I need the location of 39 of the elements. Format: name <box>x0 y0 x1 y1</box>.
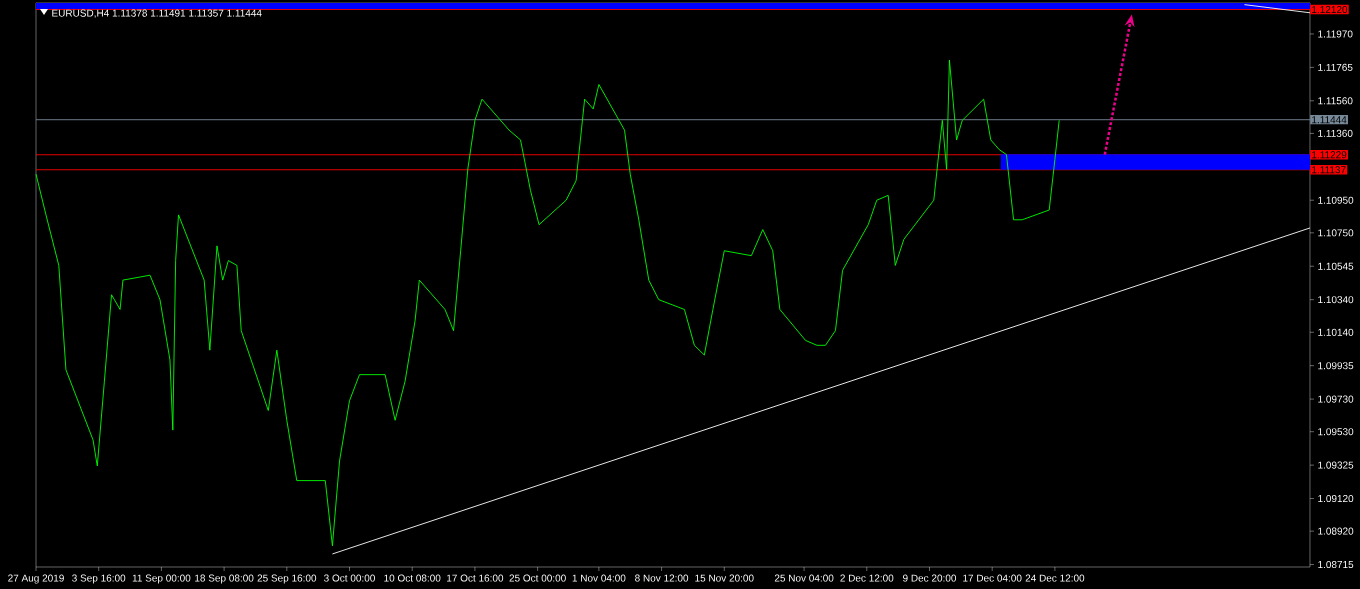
ref-line-label: 1.11229 <box>1312 151 1347 159</box>
y-tick-label: 1.11765 <box>1318 63 1353 71</box>
x-tick-label: 15 Nov 20:00 <box>695 574 754 582</box>
x-tick-label: 9 Dec 20:00 <box>903 574 957 582</box>
x-tick-label: 8 Nov 12:00 <box>635 574 689 582</box>
ref-line-label: 1.11444 <box>1312 116 1347 124</box>
x-tick-label: 17 Oct 16:00 <box>447 574 504 582</box>
x-tick-label: 24 Dec 12:00 <box>1025 574 1085 582</box>
x-tick-label: 10 Oct 08:00 <box>384 574 441 582</box>
y-tick-label: 1.08920 <box>1318 527 1354 535</box>
y-tick-label: 1.09530 <box>1318 428 1354 436</box>
y-tick-label: 1.09120 <box>1318 495 1354 503</box>
x-tick-label: 11 Sep 00:00 <box>132 574 191 584</box>
x-tick-label: 1 Nov 04:00 <box>572 574 626 582</box>
x-tick-label: 2 Dec 12:00 <box>840 574 894 582</box>
y-tick-label: 1.10750 <box>1318 229 1354 237</box>
y-tick-label: 1.11970 <box>1318 30 1353 38</box>
ref-line-label: 1.11137 <box>1312 166 1346 174</box>
y-tick-label: 1.11360 <box>1318 129 1353 137</box>
x-tick-label: 18 Sep 08:00 <box>195 574 254 584</box>
x-tick-label: 27 Aug 2019 <box>8 574 64 584</box>
y-tick-label: 1.10950 <box>1318 196 1354 204</box>
ref-line-label: 1.12120 <box>1312 5 1348 14</box>
y-tick-label: 1.09935 <box>1318 362 1354 370</box>
text: EURUSD,H4 1.11378 1.11491 1.11357 1.11444 <box>52 9 262 18</box>
y-tick-label: 1.08715 <box>1318 561 1354 569</box>
y-tick-label: 1.09325 <box>1318 461 1354 469</box>
y-tick-label: 1.10140 <box>1318 328 1354 336</box>
y-tick-label: 1.09730 <box>1318 395 1354 403</box>
y-tick-label: 1.10340 <box>1318 296 1354 304</box>
x-tick-label: 3 Sep 16:00 <box>72 574 126 584</box>
x-tick-label: 25 Nov 04:00 <box>774 574 834 582</box>
x-tick-label: 25 Sep 16:00 <box>257 574 317 584</box>
x-tick-label: 17 Dec 04:00 <box>963 574 1022 582</box>
y-tick-label: 1.10545 <box>1318 262 1354 270</box>
y-tick-label: 1.11560 <box>1318 97 1353 105</box>
x-tick-label: 3 Oct 00:00 <box>324 574 375 582</box>
x-tick-label: 25 Oct 00:00 <box>509 574 566 582</box>
line-series <box>35 59 1060 547</box>
